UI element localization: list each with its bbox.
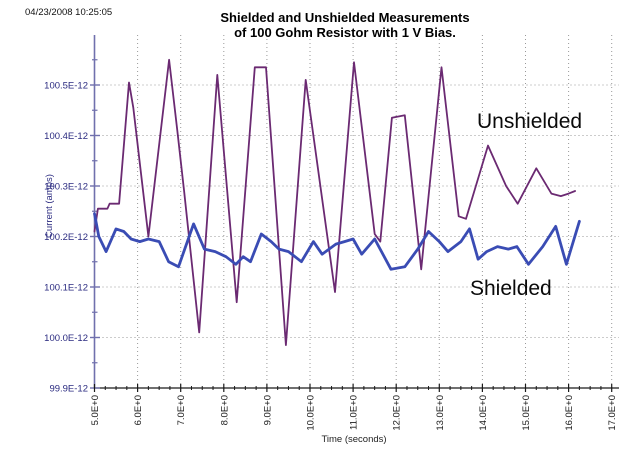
x-tick-label: 14.0E+0 xyxy=(478,395,489,431)
timestamp: 04/23/2008 10:25:05 xyxy=(25,7,113,18)
x-tick-label: 16.0E+0 xyxy=(564,395,575,431)
y-tick-label: 100.3E-12 xyxy=(44,182,88,193)
x-tick-label: 7.0E+0 xyxy=(176,395,187,425)
y-tick-label: 100.5E-12 xyxy=(44,81,88,92)
y-tick-label: 100.4E-12 xyxy=(44,131,88,142)
y-tick-label: 99.9E-12 xyxy=(49,384,88,395)
annotation-unshielded: Unshielded xyxy=(477,110,583,133)
x-tick-label: 5.0E+0 xyxy=(90,395,101,425)
x-tick-label: 13.0E+0 xyxy=(435,395,446,431)
y-tick-label: 100.0E-12 xyxy=(44,333,88,344)
x-tick-label: 12.0E+0 xyxy=(392,395,403,431)
chart-title-line2: of 100 Gohm Resistor with 1 V Bias. xyxy=(234,25,456,40)
series-line-unshielded xyxy=(93,58,576,347)
x-tick-label: 8.0E+0 xyxy=(219,395,230,425)
x-tick-label: 10.0E+0 xyxy=(306,395,317,431)
annotation-shielded: Shielded xyxy=(470,277,552,300)
x-tick-label: 15.0E+0 xyxy=(521,395,532,431)
chart-title-line1: Shielded and Unshielded Measurements xyxy=(220,10,470,25)
x-tick-label: 11.0E+0 xyxy=(349,395,360,430)
series-line-shielded xyxy=(93,212,581,271)
y-axis-title: Current (amps) xyxy=(44,174,55,238)
x-tick-label: 17.0E+0 xyxy=(607,395,618,431)
y-tick-label: 100.1E-12 xyxy=(44,283,88,294)
x-axis-title: Time (seconds) xyxy=(321,434,387,445)
x-tick-label: 6.0E+0 xyxy=(133,395,144,425)
chart-title: Shielded and Unshielded Measurements of … xyxy=(95,10,595,40)
y-tick-label: 100.2E-12 xyxy=(44,232,88,243)
x-tick-label: 9.0E+0 xyxy=(262,395,273,425)
